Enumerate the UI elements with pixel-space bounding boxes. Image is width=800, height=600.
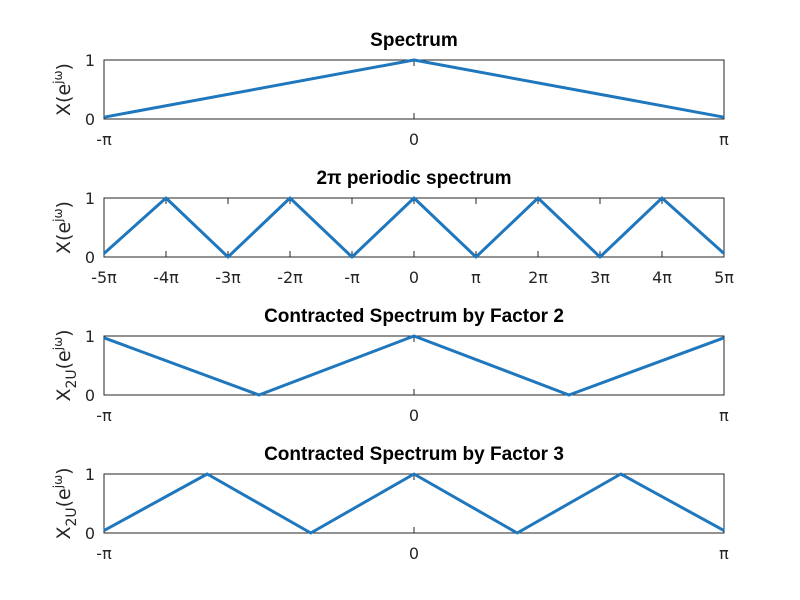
x-tick-label: -π	[96, 406, 112, 425]
y-tick-label: 1	[85, 189, 95, 208]
y-axis-label-part: X	[53, 389, 75, 402]
chart-panel-2: 2π periodic spectrum 0 1 -5π -4π -3π -2π -π 0 π 2π…	[51, 168, 734, 287]
y-axis-label-part: jω	[51, 70, 65, 84]
x-tick-label: 2π	[528, 268, 548, 287]
y-axis-label-part: )	[53, 329, 75, 336]
series-line	[103, 334, 725, 397]
y-tick-label: 1	[85, 51, 95, 70]
y-tick-label: 0	[85, 386, 95, 405]
x-tick-label: 0	[409, 268, 419, 287]
y-axis-label-part: jω	[51, 475, 65, 489]
chart-panel-4: Contracted Spectrum by Factor 301-π 0 πX2U…	[51, 444, 729, 563]
chart-title: Contracted Spectrum by Factor 2	[264, 306, 564, 327]
y-axis-label-part: )	[53, 467, 75, 474]
x-tick-label: 0	[409, 130, 419, 149]
y-tick-label: 0	[85, 248, 95, 267]
x-tick-label: π	[719, 406, 729, 425]
axes-box	[103, 59, 725, 120]
y-axis-label-part: )	[53, 63, 75, 70]
y-axis-label-part: )	[53, 201, 75, 208]
x-tick-label: π	[471, 268, 481, 287]
x-tick-label: -π	[96, 544, 112, 563]
y-axis-label-part: (e	[53, 488, 75, 507]
chart-title: 2π periodic spectrum	[316, 168, 511, 189]
y-tick-label: 1	[85, 465, 95, 484]
y-tick-label: 0	[85, 110, 95, 129]
x-tick-label: -π	[344, 268, 360, 287]
y-axis-label-part: X(e	[53, 222, 75, 254]
chart-title: Spectrum	[370, 30, 458, 51]
chart-panel-3: Contracted Spectrum by Factor 201-π 0 πX2U…	[51, 306, 729, 425]
x-tick-label: -π	[96, 130, 112, 149]
y-axis-label-part: 2U	[64, 369, 80, 388]
y-tick-label: 0	[85, 524, 95, 543]
y-axis-label-part: X	[53, 527, 75, 540]
axes-box	[103, 473, 725, 534]
y-axis-label-part: X(e	[53, 84, 75, 116]
y-axis-label: X2U(ejω)	[51, 329, 80, 401]
x-tick-label: 0	[409, 406, 419, 425]
x-tick-label: 4π	[652, 268, 672, 287]
x-tick-label: π	[719, 130, 729, 149]
y-axis-label: X(ejω)	[51, 201, 75, 254]
y-tick-label: 1	[85, 327, 95, 346]
x-tick-label: -5π	[91, 268, 117, 287]
y-axis-label-part: (e	[53, 350, 75, 369]
x-tick-label: 5π	[714, 268, 734, 287]
x-tick-label: 3π	[590, 268, 610, 287]
series-line	[102, 196, 726, 259]
x-tick-label: -2π	[277, 268, 303, 287]
x-tick-label: -3π	[215, 268, 241, 287]
series-line	[103, 472, 725, 535]
y-axis-label: X2U(ejω)	[51, 467, 80, 539]
chart-title: Contracted Spectrum by Factor 3	[264, 444, 564, 465]
y-axis-label: X(ejω)	[51, 63, 75, 116]
y-axis-label-part: 2U	[64, 507, 80, 526]
y-axis-label-part: jω	[51, 208, 65, 222]
axes-box	[103, 335, 725, 396]
y-axis-label-part: jω	[51, 337, 65, 351]
x-tick-label: 0	[409, 544, 419, 563]
series-line	[103, 58, 725, 119]
x-tick-label: -4π	[153, 268, 179, 287]
x-tick-label: π	[719, 544, 729, 563]
